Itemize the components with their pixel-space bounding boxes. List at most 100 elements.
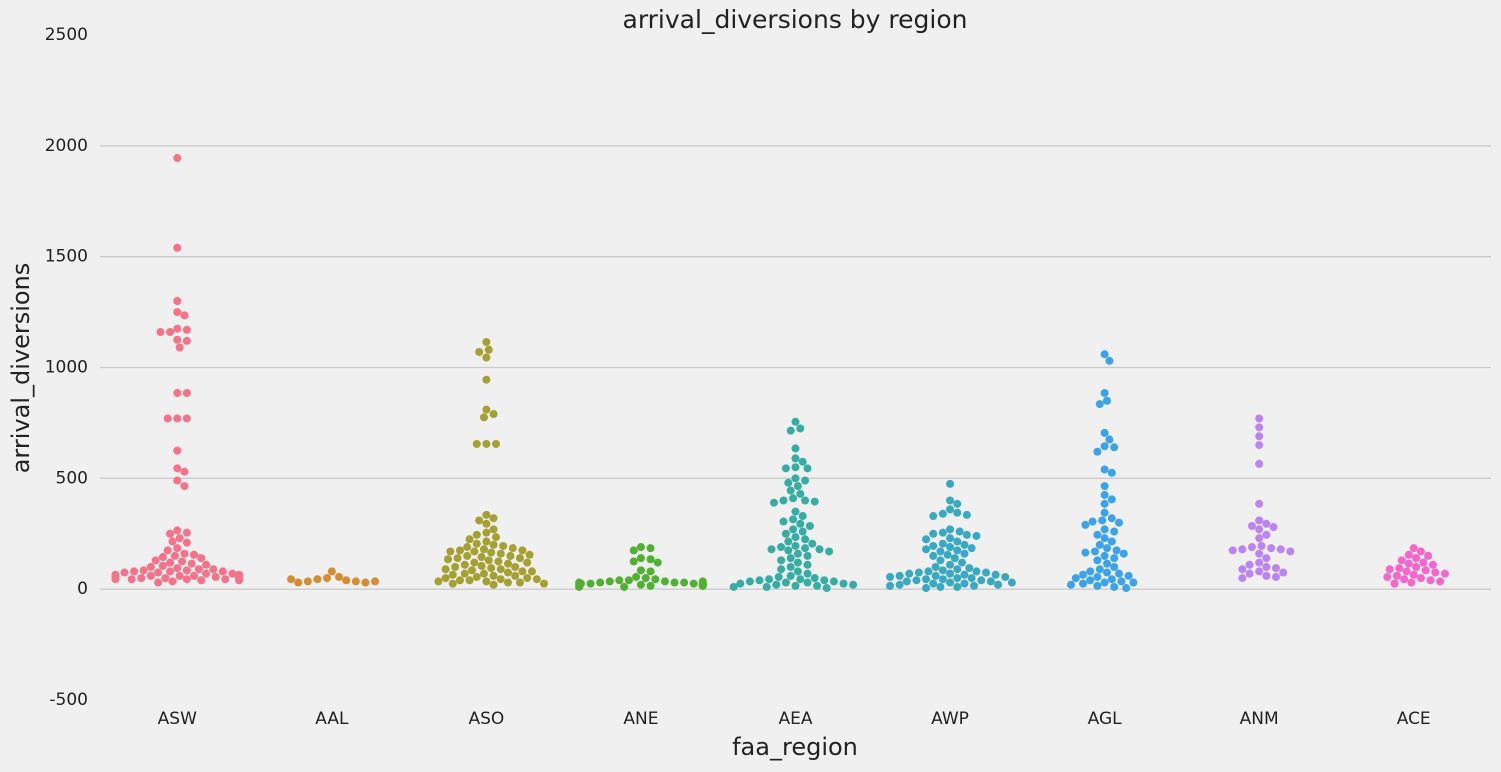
swarm-point [596, 578, 605, 587]
swarm-point [467, 566, 476, 575]
swarm-point [1255, 567, 1264, 576]
swarm-point [1093, 556, 1102, 565]
swarm-point [1262, 563, 1271, 571]
swarm-point [825, 547, 834, 556]
swarm-point [173, 243, 182, 252]
swarm-point [313, 575, 322, 584]
swarm-point [1100, 551, 1109, 560]
y-tick-label: 1500 [45, 247, 88, 267]
swarm-point [636, 566, 645, 575]
swarm-point [970, 581, 979, 590]
swarm-point [479, 545, 488, 554]
swarm-point [793, 567, 802, 576]
swarm-point [1110, 443, 1119, 452]
swarm-point [1269, 523, 1278, 532]
swarm-point [938, 509, 947, 518]
swarm-point [190, 571, 199, 580]
swarm-point [1093, 581, 1102, 590]
swarm-point [496, 575, 505, 584]
swarm-point [168, 577, 177, 586]
swarm-point [938, 566, 947, 575]
swarm-point [803, 551, 812, 560]
swarm-point [487, 564, 496, 573]
swarm-point [342, 576, 351, 585]
swarm-point [482, 405, 491, 414]
swarm-point [154, 568, 163, 577]
swarm-point [470, 558, 479, 567]
swarm-point [448, 570, 457, 579]
swarm-point [575, 578, 584, 587]
swarm-point [287, 575, 296, 584]
swarm-point [303, 577, 312, 586]
swarm-point [1007, 578, 1016, 587]
swarm-point [967, 544, 976, 553]
swarm-point [472, 439, 481, 448]
swarm-point [1098, 516, 1107, 525]
swarm-point [496, 565, 505, 574]
swarm-point [777, 565, 786, 574]
swarm-point [1245, 560, 1254, 569]
swarm-point [962, 530, 971, 539]
swarm-point [1100, 534, 1109, 543]
swarm-point [499, 541, 508, 550]
swarm-point [922, 535, 931, 544]
swarm-point [539, 579, 548, 588]
swarm-point [1117, 577, 1126, 586]
swarm-point [646, 544, 655, 553]
swarm-point [532, 575, 541, 584]
swarm-point [784, 537, 793, 546]
swarm-point [960, 549, 969, 558]
swarm-point [953, 582, 962, 591]
swarm-point [1107, 495, 1116, 504]
x-tick-label: AEA [779, 709, 813, 729]
swarm-point [197, 576, 206, 585]
swarm-point [170, 551, 179, 560]
swarm-point [463, 543, 472, 552]
swarm-point [1112, 546, 1121, 555]
swarm-point [470, 547, 479, 556]
swarm-point [235, 576, 244, 585]
swarm-point [931, 571, 940, 580]
swarm-point [1402, 567, 1411, 576]
swarm-point [173, 446, 182, 455]
swarm-point [1100, 465, 1109, 474]
swarm-point [946, 578, 955, 587]
swarm-point [489, 514, 498, 523]
swarm-point [1245, 569, 1254, 578]
swarm-point [1255, 534, 1264, 543]
swarm-point [950, 554, 959, 563]
swarm-point [1100, 428, 1109, 437]
swarm-point [810, 497, 819, 506]
swarm-point [294, 578, 303, 587]
swarm-point [1107, 537, 1116, 546]
swarm-point [781, 529, 790, 538]
swarm-point [168, 537, 177, 546]
swarm-point [962, 510, 971, 519]
swarm-point [745, 577, 754, 586]
swarm-point [641, 574, 650, 583]
swarm-point [158, 561, 167, 570]
swarm-point [1105, 435, 1114, 444]
swarm-point [791, 507, 800, 516]
swarm-point [173, 324, 182, 333]
swarm-point [146, 563, 155, 571]
swarm-point [624, 576, 633, 585]
swarm-point [791, 454, 800, 463]
swarm-point [698, 577, 707, 586]
swarm-point [1267, 544, 1276, 553]
swarm-point [463, 551, 472, 560]
swarm-point [194, 565, 203, 574]
swarm-point [801, 476, 810, 485]
swarm-point [791, 533, 800, 542]
swarm-point [1404, 550, 1413, 559]
swarm-point [670, 578, 679, 587]
swarm-point [1400, 575, 1409, 584]
swarm-point [1088, 517, 1097, 526]
y-tick-label: 500 [56, 468, 88, 488]
swarm-point [793, 482, 802, 491]
swarm-point [791, 474, 800, 483]
swarm-point [156, 328, 165, 337]
swarm-point [211, 572, 220, 581]
swarm-point [1247, 543, 1256, 552]
